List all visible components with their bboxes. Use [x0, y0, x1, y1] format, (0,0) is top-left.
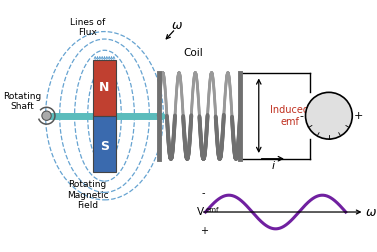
Text: N: N: [99, 81, 110, 94]
Text: V: V: [196, 207, 204, 217]
Text: Rotating
Magnetic
Field: Rotating Magnetic Field: [67, 180, 109, 210]
Text: -: -: [202, 188, 205, 198]
Bar: [93, 60, 116, 116]
Text: Induced
emf: Induced emf: [270, 105, 309, 127]
Text: 0: 0: [326, 133, 331, 142]
Text: -: -: [300, 111, 303, 121]
Text: Lines of
Flux: Lines of Flux: [70, 18, 105, 37]
Text: ω: ω: [172, 19, 183, 32]
Text: Coil: Coil: [184, 48, 203, 58]
Text: i: i: [271, 161, 274, 171]
Text: +: +: [354, 111, 363, 121]
Text: emf: emf: [205, 207, 219, 213]
Circle shape: [305, 92, 352, 139]
Text: S: S: [100, 140, 109, 153]
Circle shape: [42, 111, 51, 120]
Bar: [93, 116, 116, 172]
Text: +: +: [199, 226, 208, 236]
Text: Rotating
Shaft: Rotating Shaft: [3, 92, 41, 111]
Text: ω: ω: [366, 206, 377, 218]
